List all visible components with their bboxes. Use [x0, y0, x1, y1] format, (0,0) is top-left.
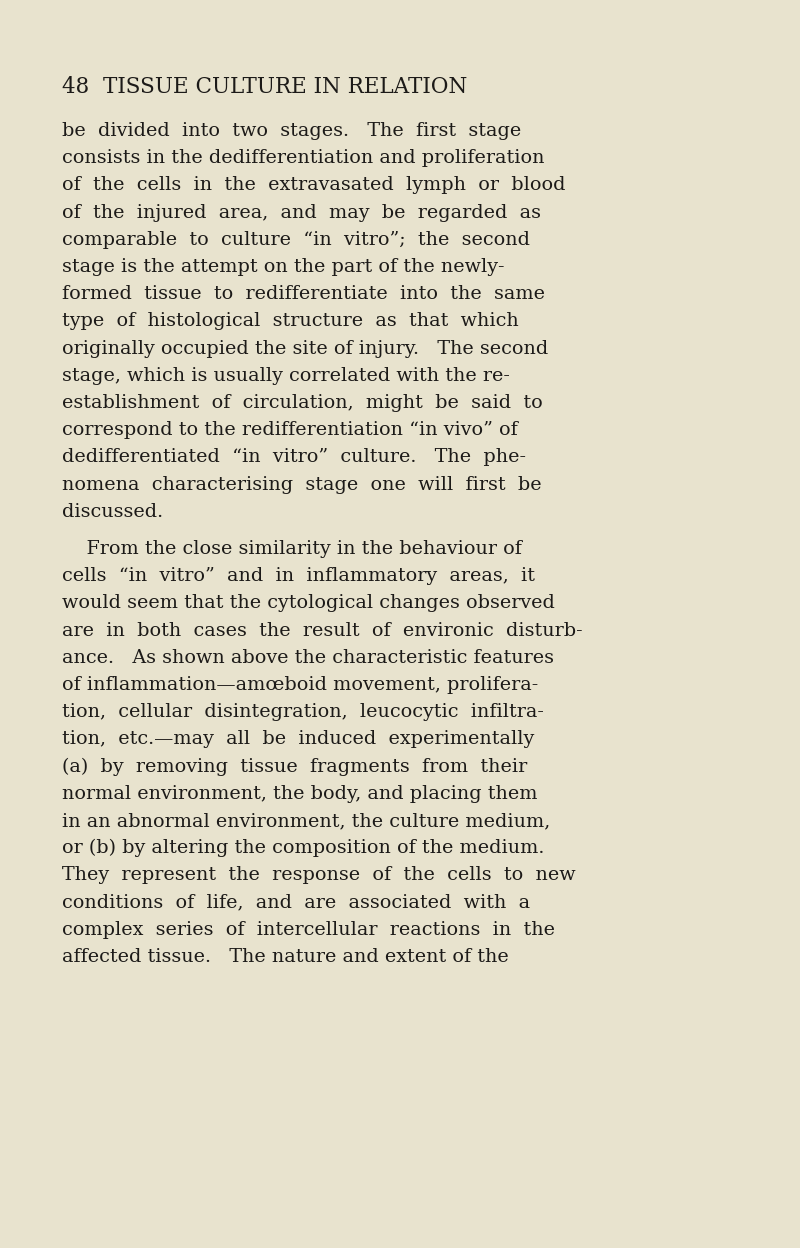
Text: are  in  both  cases  the  result  of  environic  disturb-: are in both cases the result of environi… [62, 622, 582, 640]
Text: tion,  cellular  disintegration,  leucocytic  infiltra-: tion, cellular disintegration, leucocyti… [62, 703, 544, 721]
Text: of  the  injured  area,  and  may  be  regarded  as: of the injured area, and may be regarded… [62, 203, 541, 222]
Text: (a)  by  removing  tissue  fragments  from  their: (a) by removing tissue fragments from th… [62, 758, 527, 776]
Text: They  represent  the  response  of  the  cells  to  new: They represent the response of the cells… [62, 866, 576, 885]
Text: of  the  cells  in  the  extravasated  lymph  or  blood: of the cells in the extravasated lymph o… [62, 176, 566, 195]
Text: consists in the dedifferentiation and proliferation: consists in the dedifferentiation and pr… [62, 150, 545, 167]
Text: stage is the attempt on the part of the newly-: stage is the attempt on the part of the … [62, 258, 505, 276]
Text: discussed.: discussed. [62, 503, 163, 520]
Text: or (b) by altering the composition of the medium.: or (b) by altering the composition of th… [62, 839, 544, 857]
Text: correspond to the redifferentiation “in vivo” of: correspond to the redifferentiation “in … [62, 422, 518, 439]
Text: dedifferentiated  “in  vitro”  culture.   The  phe-: dedifferentiated “in vitro” culture. The… [62, 448, 526, 467]
Text: affected tissue.   The nature and extent of the: affected tissue. The nature and extent o… [62, 948, 509, 966]
Text: normal environment, the body, and placing them: normal environment, the body, and placin… [62, 785, 538, 802]
Text: would seem that the cytological changes observed: would seem that the cytological changes … [62, 594, 555, 613]
Text: ance.   As shown above the characteristic features: ance. As shown above the characteristic … [62, 649, 554, 666]
Text: be  divided  into  two  stages.   The  first  stage: be divided into two stages. The first st… [62, 122, 522, 140]
Text: tion,  etc.—may  all  be  induced  experimentally: tion, etc.—may all be induced experiment… [62, 730, 534, 749]
Text: comparable  to  culture  “in  vitro”;  the  second: comparable to culture “in vitro”; the se… [62, 231, 530, 248]
Text: nomena  characterising  stage  one  will  first  be: nomena characterising stage one will fir… [62, 475, 542, 494]
Text: in an abnormal environment, the culture medium,: in an abnormal environment, the culture … [62, 812, 550, 830]
Text: originally occupied the site of injury.   The second: originally occupied the site of injury. … [62, 339, 548, 358]
Text: conditions  of  life,  and  are  associated  with  a: conditions of life, and are associated w… [62, 894, 530, 911]
Text: of inflammation—amœboid movement, prolifera-: of inflammation—amœboid movement, prolif… [62, 676, 538, 694]
Text: type  of  histological  structure  as  that  which: type of histological structure as that w… [62, 312, 518, 331]
Text: formed  tissue  to  redifferentiate  into  the  same: formed tissue to redifferentiate into th… [62, 286, 545, 303]
Text: stage, which is usually correlated with the re-: stage, which is usually correlated with … [62, 367, 510, 384]
Text: From the close similarity in the behaviour of: From the close similarity in the behavio… [62, 540, 522, 558]
Text: establishment  of  circulation,  might  be  said  to: establishment of circulation, might be s… [62, 394, 542, 412]
Text: 48  TISSUE CULTURE IN RELATION: 48 TISSUE CULTURE IN RELATION [62, 76, 467, 99]
Text: complex  series  of  intercellular  reactions  in  the: complex series of intercellular reaction… [62, 921, 555, 938]
Text: cells  “in  vitro”  and  in  inflammatory  areas,  it: cells “in vitro” and in inflammatory are… [62, 567, 535, 585]
